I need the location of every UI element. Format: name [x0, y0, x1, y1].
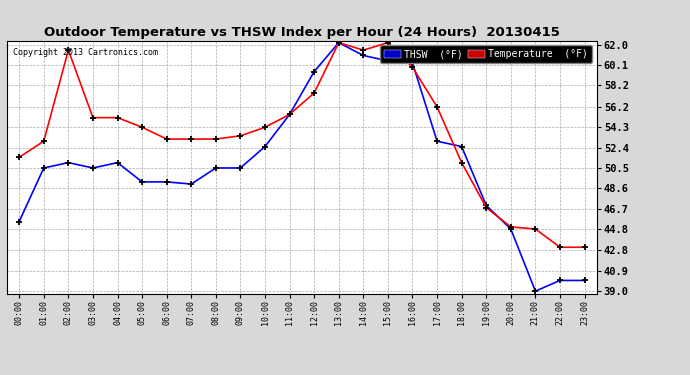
Legend: THSW  (°F), Temperature  (°F): THSW (°F), Temperature (°F) [380, 45, 592, 63]
Title: Outdoor Temperature vs THSW Index per Hour (24 Hours)  20130415: Outdoor Temperature vs THSW Index per Ho… [44, 26, 560, 39]
Text: Copyright 2013 Cartronics.com: Copyright 2013 Cartronics.com [13, 48, 158, 57]
